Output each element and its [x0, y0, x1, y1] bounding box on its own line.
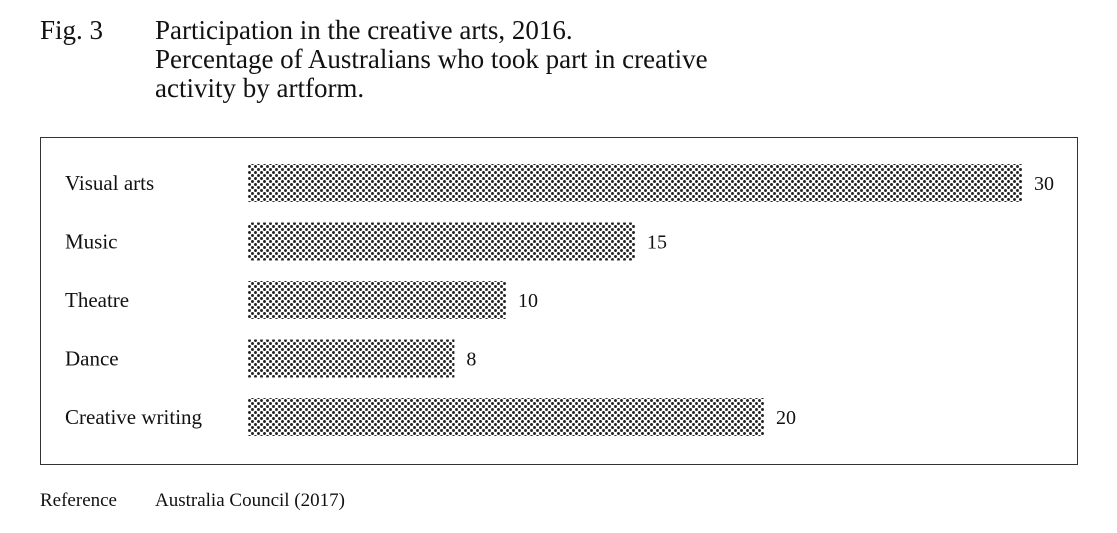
category-label: Creative writing [65, 405, 203, 429]
figure-title-line-2: Percentage of Australians who took part … [155, 44, 708, 74]
figure-number: Fig. 3 [40, 15, 104, 45]
category-label: Theatre [65, 288, 129, 312]
bar [248, 222, 635, 261]
reference-label: Reference [40, 490, 117, 511]
bar [248, 164, 1022, 202]
bar [248, 398, 764, 436]
figure-title: Participation in the creative arts, 2016… [155, 16, 915, 103]
category-label: Visual arts [65, 171, 154, 195]
figure-title-line-1: Participation in the creative arts, 2016… [155, 15, 573, 45]
data-label: 30 [1034, 173, 1054, 195]
reference-text: Australia Council (2017) [155, 490, 345, 511]
data-label: 8 [466, 349, 476, 371]
data-label: 10 [518, 290, 538, 312]
bar-chart: Visual arts 30 Music 15 Theatre 10 Dance 8 Creat… [65, 164, 1054, 436]
data-label: 20 [776, 407, 796, 429]
category-label: Music [65, 230, 118, 254]
chart-frame: Visual arts 30 Music 15 Theatre 10 Dance 8 Creat… [40, 137, 1078, 465]
bar [248, 339, 455, 378]
bar [248, 281, 506, 319]
data-label: 15 [647, 232, 667, 254]
figure-title-line-3: activity by artform. [155, 73, 365, 103]
category-label: Dance [65, 347, 119, 371]
